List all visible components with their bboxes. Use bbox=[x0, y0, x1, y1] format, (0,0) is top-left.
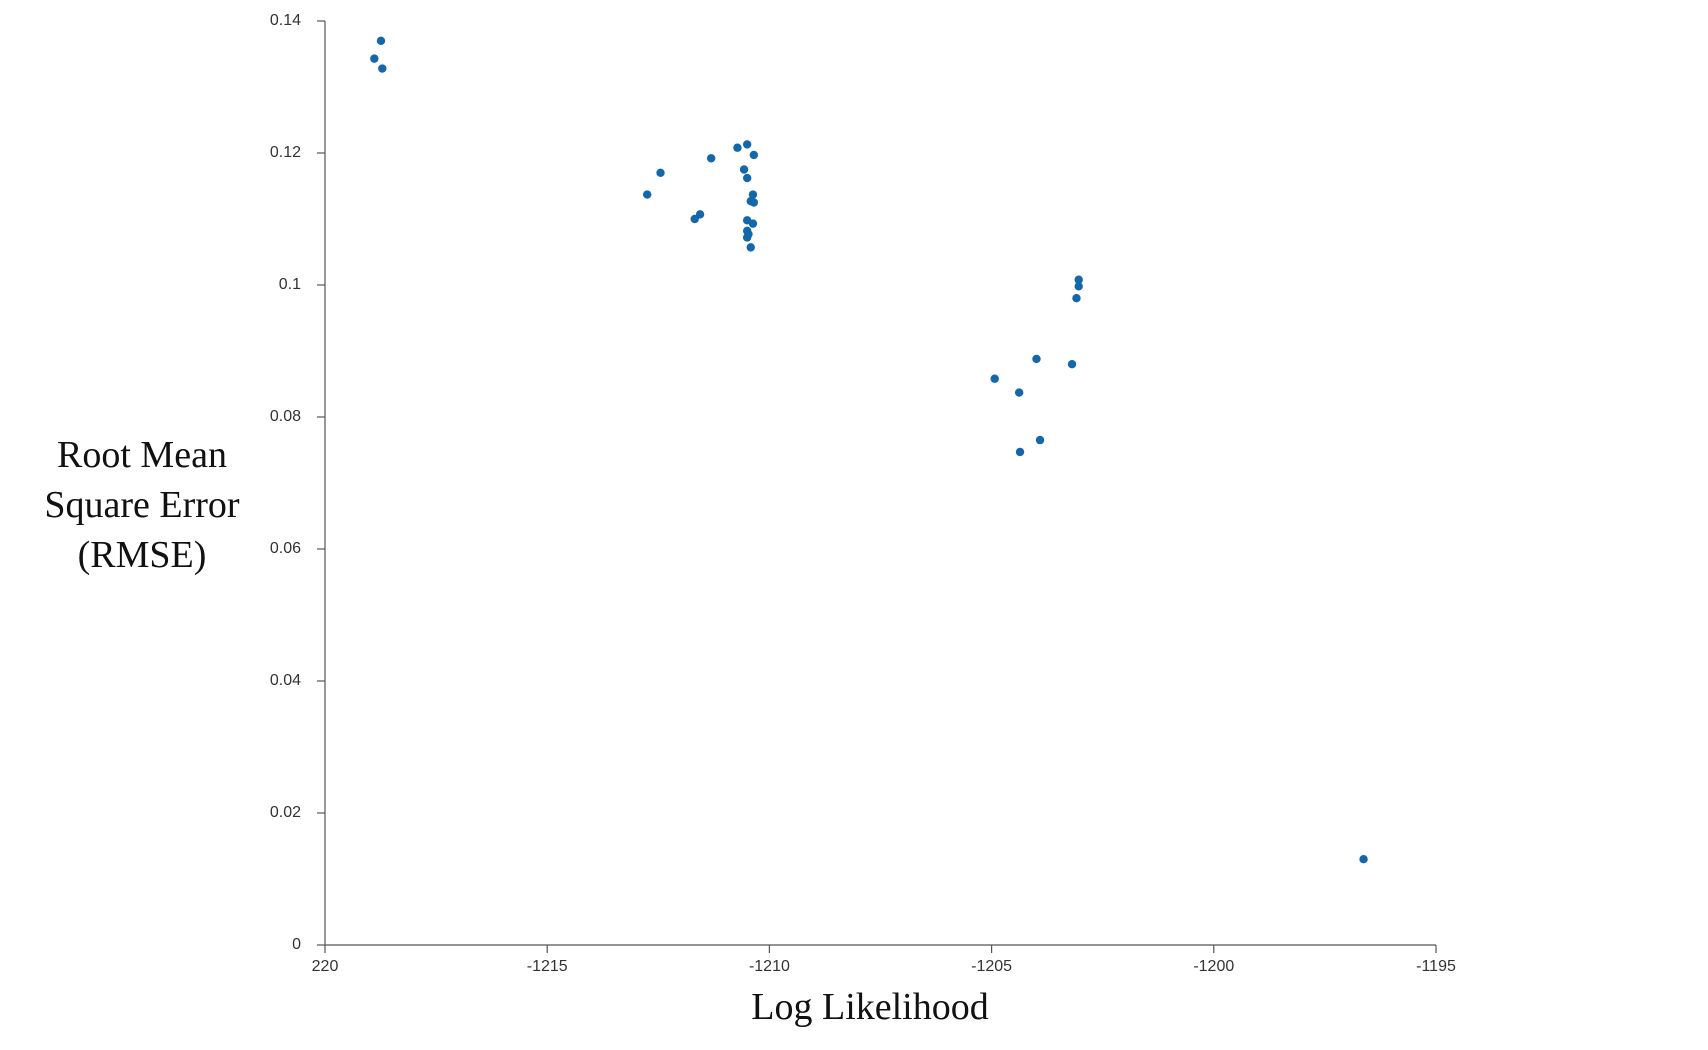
point bbox=[742, 173, 752, 183]
point bbox=[1067, 360, 1077, 369]
point bbox=[990, 374, 999, 383]
y-axis-label: Root Mean Square Error (RMSE) bbox=[44, 434, 240, 576]
point bbox=[642, 190, 652, 199]
point bbox=[742, 140, 752, 149]
y-tick-label: 0.1 bbox=[279, 276, 301, 293]
x-tick-label: -1215 bbox=[527, 958, 568, 975]
point bbox=[1072, 294, 1081, 303]
point bbox=[1035, 435, 1045, 445]
y-tick-label: 0.12 bbox=[270, 144, 301, 161]
point bbox=[1014, 388, 1024, 397]
point bbox=[739, 165, 749, 174]
y-tick-label: 0.06 bbox=[270, 540, 301, 557]
x-tick-label: -1200 bbox=[1193, 958, 1234, 975]
y-tick-label: 0.04 bbox=[270, 672, 301, 689]
x-tick-label: -1205 bbox=[971, 958, 1012, 975]
point bbox=[1015, 447, 1025, 457]
x-tick-label: -1210 bbox=[749, 958, 790, 975]
point bbox=[1074, 282, 1083, 291]
point bbox=[748, 190, 758, 199]
point bbox=[706, 154, 716, 163]
y-tick-label: 0.08 bbox=[270, 408, 301, 425]
x-tick-label: 220 bbox=[312, 958, 339, 975]
point bbox=[749, 198, 759, 207]
point bbox=[695, 210, 705, 219]
x-axis-label: Log Likelihood bbox=[751, 986, 989, 1028]
point bbox=[656, 168, 665, 177]
point bbox=[1359, 855, 1368, 864]
point bbox=[378, 64, 387, 73]
y-tick-label: 0.02 bbox=[270, 804, 301, 821]
point bbox=[1032, 354, 1041, 364]
point bbox=[746, 243, 755, 252]
x-tick-label: -1195 bbox=[1416, 958, 1456, 975]
point bbox=[1074, 275, 1083, 284]
point bbox=[733, 143, 742, 152]
point bbox=[749, 150, 759, 160]
point bbox=[748, 219, 758, 228]
point bbox=[370, 54, 379, 63]
point bbox=[742, 233, 752, 242]
point bbox=[376, 36, 386, 45]
y-tick-label: 0.14 bbox=[270, 12, 301, 29]
y-tick-label: 0 bbox=[292, 936, 301, 953]
